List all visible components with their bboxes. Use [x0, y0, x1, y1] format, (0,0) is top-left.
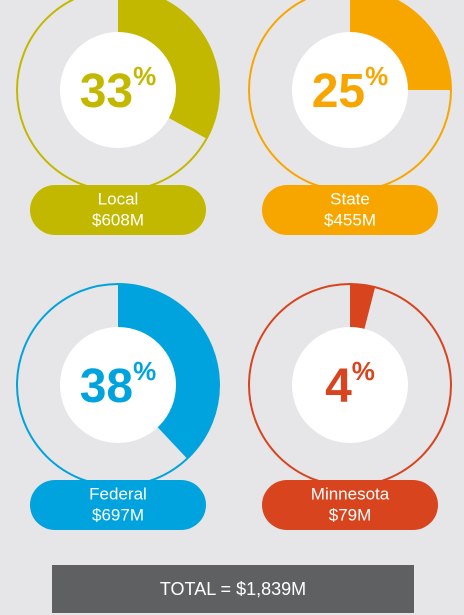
percent-unit: % — [352, 356, 375, 386]
label-pill — [30, 480, 206, 530]
amount-label: $455M — [324, 210, 376, 229]
percent-unit: % — [365, 61, 388, 91]
category-label: Minnesota — [311, 484, 390, 503]
percent-label: 25% — [312, 61, 389, 118]
category-label: State — [330, 189, 370, 208]
label-pill — [262, 480, 438, 530]
percent-unit: % — [133, 356, 156, 386]
label-pill — [262, 185, 438, 235]
inner-circle — [60, 327, 176, 443]
category-label: Federal — [89, 484, 147, 503]
category-label: Local — [98, 189, 139, 208]
percent-label: 4% — [325, 356, 375, 413]
inner-circle — [60, 32, 176, 148]
amount-label: $79M — [329, 505, 372, 524]
total-label: TOTAL = $1,839M — [160, 579, 306, 599]
percent-label: 33% — [80, 61, 157, 118]
total-bar — [52, 565, 414, 613]
percent-value: 4 — [325, 360, 352, 413]
percent-value: 33 — [80, 65, 133, 118]
inner-circle — [292, 327, 408, 443]
label-pill — [30, 185, 206, 235]
amount-label: $697M — [92, 505, 144, 524]
percent-value: 25 — [312, 65, 365, 118]
percent-label: 38% — [80, 356, 157, 413]
percent-unit: % — [133, 61, 156, 91]
percent-value: 38 — [80, 360, 133, 413]
inner-circle — [292, 32, 408, 148]
amount-label: $608M — [92, 210, 144, 229]
